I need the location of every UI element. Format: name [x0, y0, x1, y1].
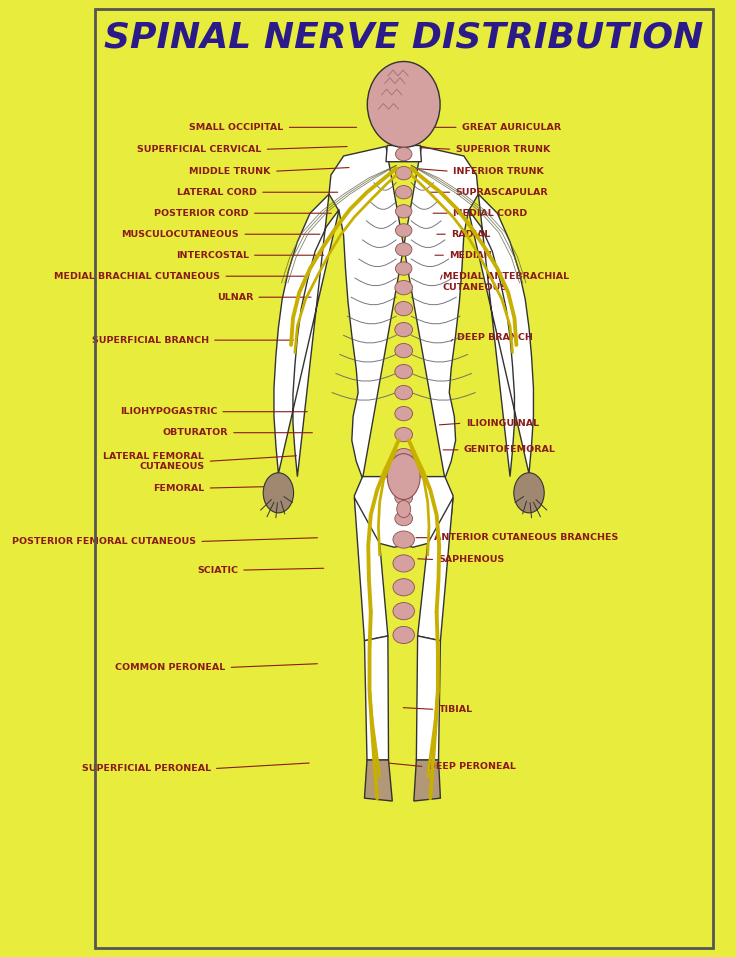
Text: SAPHENOUS: SAPHENOUS — [439, 555, 505, 564]
Ellipse shape — [394, 511, 413, 525]
Ellipse shape — [394, 301, 413, 316]
Ellipse shape — [394, 490, 413, 504]
Text: FEMORAL: FEMORAL — [153, 483, 205, 493]
Ellipse shape — [395, 262, 412, 276]
Text: GENITOFEMORAL: GENITOFEMORAL — [464, 445, 556, 455]
Ellipse shape — [395, 243, 412, 256]
Ellipse shape — [394, 323, 413, 337]
Text: SUPERFICIAL PERONEAL: SUPERFICIAL PERONEAL — [82, 764, 210, 773]
Text: INFERIOR TRUNK: INFERIOR TRUNK — [453, 167, 544, 176]
Text: SPINAL NERVE DISTRIBUTION: SPINAL NERVE DISTRIBUTION — [104, 21, 704, 55]
Text: MIDDLE TRUNK: MIDDLE TRUNK — [189, 167, 271, 176]
Ellipse shape — [395, 224, 412, 237]
Ellipse shape — [394, 365, 413, 379]
Text: SUPERFICIAL BRANCH: SUPERFICIAL BRANCH — [92, 336, 209, 345]
Ellipse shape — [263, 473, 294, 513]
Text: ILIOINGUINAL: ILIOINGUINAL — [466, 418, 539, 428]
Ellipse shape — [394, 344, 413, 358]
Text: SUPERIOR TRUNK: SUPERIOR TRUNK — [456, 145, 550, 154]
Ellipse shape — [395, 186, 412, 199]
Ellipse shape — [514, 473, 544, 513]
Ellipse shape — [394, 280, 413, 295]
Ellipse shape — [387, 454, 420, 500]
Ellipse shape — [394, 470, 413, 483]
Ellipse shape — [393, 579, 414, 596]
Text: MEDIAN: MEDIAN — [449, 251, 492, 259]
Text: RADIAL: RADIAL — [451, 230, 490, 238]
Text: DEEP PERONEAL: DEEP PERONEAL — [428, 762, 516, 771]
Text: GREAT AURICULAR: GREAT AURICULAR — [462, 122, 561, 132]
Text: SCIATIC: SCIATIC — [197, 566, 238, 574]
Text: SMALL OCCIPITAL: SMALL OCCIPITAL — [189, 122, 283, 132]
Text: LATERAL CORD: LATERAL CORD — [177, 188, 257, 197]
Text: TIBIAL: TIBIAL — [439, 705, 473, 714]
Ellipse shape — [395, 205, 412, 218]
Polygon shape — [417, 636, 440, 760]
Text: ANTERIOR CUTANEOUS BRANCHES: ANTERIOR CUTANEOUS BRANCHES — [434, 533, 618, 543]
Text: LATERAL FEMORAL
CUTANEOUS: LATERAL FEMORAL CUTANEOUS — [104, 452, 205, 471]
Text: MEDIAL BRACHIAL CUTANEOUS: MEDIAL BRACHIAL CUTANEOUS — [54, 272, 220, 280]
Ellipse shape — [394, 407, 413, 421]
Ellipse shape — [393, 555, 414, 572]
Ellipse shape — [395, 147, 412, 161]
Text: SUPRASCAPULAR: SUPRASCAPULAR — [456, 188, 548, 197]
Ellipse shape — [393, 603, 414, 620]
Polygon shape — [354, 477, 453, 547]
Text: COMMON PERONEAL: COMMON PERONEAL — [115, 663, 225, 672]
Text: OBTURATOR: OBTURATOR — [162, 428, 227, 437]
Polygon shape — [417, 498, 453, 641]
Polygon shape — [364, 760, 392, 801]
Polygon shape — [354, 498, 388, 641]
Ellipse shape — [393, 531, 414, 548]
Polygon shape — [386, 145, 422, 162]
Ellipse shape — [393, 627, 414, 643]
Text: POSTERIOR FEMORAL CUTANEOUS: POSTERIOR FEMORAL CUTANEOUS — [12, 537, 196, 546]
Text: MEDIAL CORD: MEDIAL CORD — [453, 209, 527, 218]
Text: MUSCULOCUTANEOUS: MUSCULOCUTANEOUS — [121, 230, 239, 238]
Text: ULNAR: ULNAR — [216, 293, 253, 301]
Polygon shape — [364, 636, 389, 760]
Text: MEDIAL ANTEBRACHIAL
CUTANEOUS: MEDIAL ANTEBRACHIAL CUTANEOUS — [443, 272, 569, 292]
Ellipse shape — [367, 61, 440, 147]
Text: ILIOHYPOGASTRIC: ILIOHYPOGASTRIC — [120, 408, 217, 416]
Ellipse shape — [397, 501, 411, 518]
Polygon shape — [468, 194, 534, 477]
Ellipse shape — [395, 167, 412, 180]
Text: DEEP BRANCH: DEEP BRANCH — [458, 333, 534, 342]
Ellipse shape — [394, 449, 413, 463]
Polygon shape — [329, 146, 478, 478]
Polygon shape — [414, 760, 440, 801]
Polygon shape — [274, 194, 339, 477]
Text: POSTERIOR CORD: POSTERIOR CORD — [154, 209, 249, 218]
Text: SUPERFICIAL CERVICAL: SUPERFICIAL CERVICAL — [137, 145, 261, 154]
Ellipse shape — [394, 386, 413, 400]
Ellipse shape — [394, 428, 413, 442]
Text: INTERCOSTAL: INTERCOSTAL — [176, 251, 249, 259]
